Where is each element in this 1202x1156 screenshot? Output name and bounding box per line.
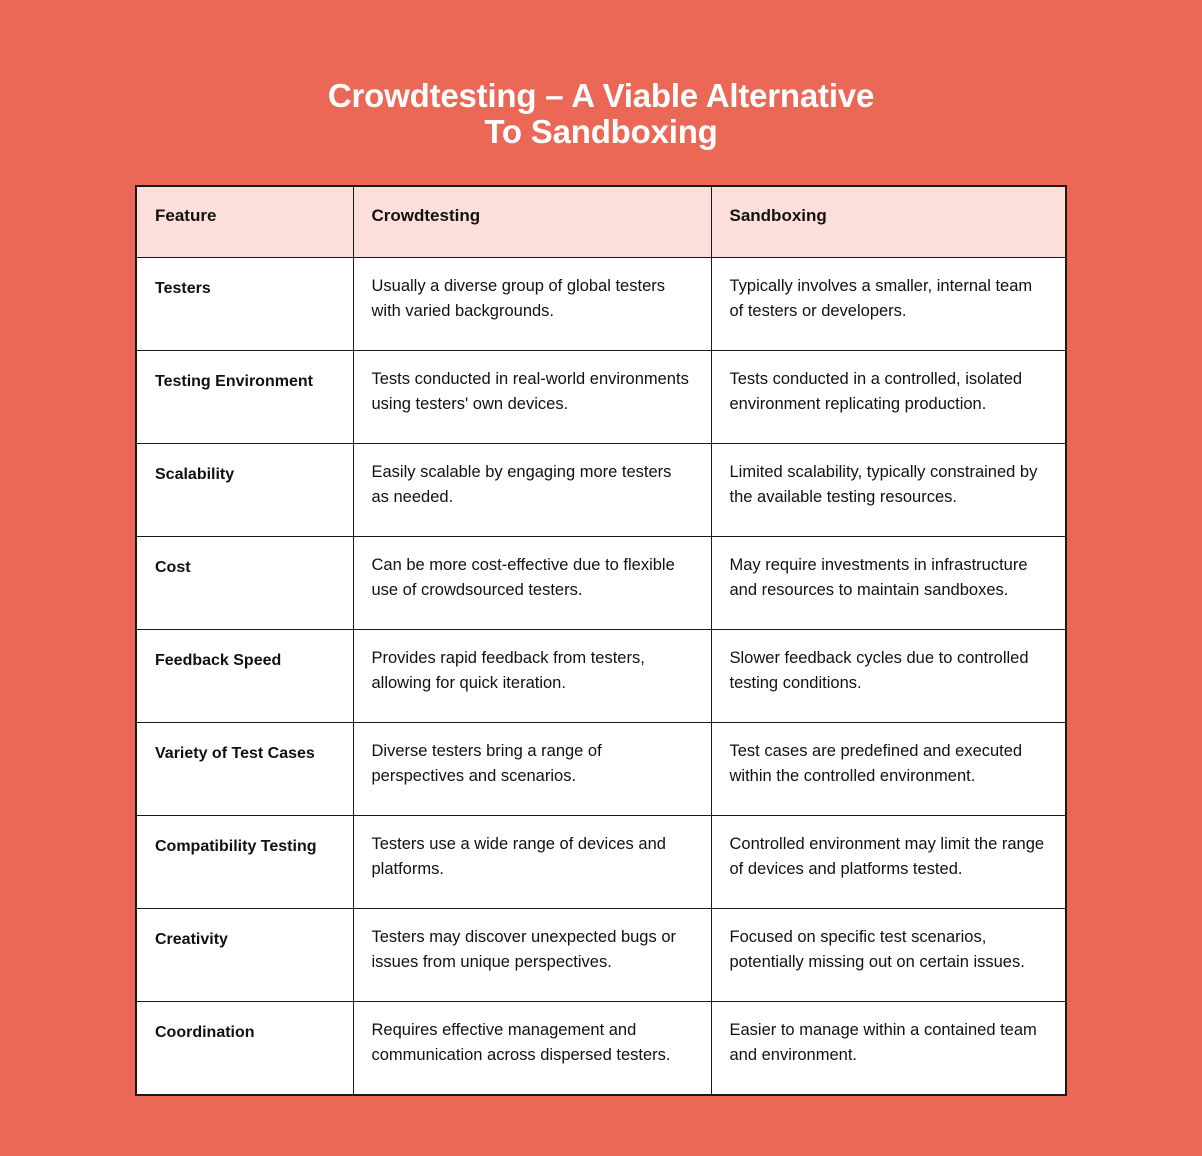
table-row: Compatibility Testing Testers use a wide… bbox=[135, 815, 1067, 909]
cell-crowdtesting: Usually a diverse group of global tester… bbox=[352, 257, 712, 351]
cell-feature: Feedback Speed bbox=[135, 629, 354, 723]
table-row: Creativity Testers may discover unexpect… bbox=[135, 908, 1067, 1002]
cell-sandboxing: Slower feedback cycles due to controlled… bbox=[710, 629, 1067, 723]
comparison-table: Feature Crowdtesting Sandboxing Testers … bbox=[135, 185, 1067, 1096]
table-row: Scalability Easily scalable by engaging … bbox=[135, 443, 1067, 537]
table-row: Cost Can be more cost-effective due to f… bbox=[135, 536, 1067, 630]
cell-sandboxing: Tests conducted in a controlled, isolate… bbox=[710, 350, 1067, 444]
cell-feature: Variety of Test Cases bbox=[135, 722, 354, 816]
cell-crowdtesting: Easily scalable by engaging more testers… bbox=[352, 443, 712, 537]
cell-crowdtesting: Can be more cost-effective due to flexib… bbox=[352, 536, 712, 630]
page-title-line-1: Crowdtesting – A Viable Alternative bbox=[327, 77, 875, 115]
cell-feature: Testers bbox=[135, 257, 354, 351]
comparison-table-container: Feature Crowdtesting Sandboxing Testers … bbox=[135, 185, 1067, 1096]
cell-sandboxing: Test cases are predefined and executed w… bbox=[710, 722, 1067, 816]
cell-sandboxing: Typically involves a smaller, internal t… bbox=[710, 257, 1067, 351]
cell-crowdtesting: Requires effective management and commun… bbox=[352, 1001, 712, 1096]
cell-sandboxing: Limited scalability, typically constrain… bbox=[710, 443, 1067, 537]
cell-crowdtesting: Tests conducted in real-world environmen… bbox=[352, 350, 712, 444]
cell-feature: Compatibility Testing bbox=[135, 815, 354, 909]
cell-crowdtesting: Provides rapid feedback from testers, al… bbox=[352, 629, 712, 723]
cell-sandboxing: Easier to manage within a contained team… bbox=[710, 1001, 1067, 1096]
page-title: Crowdtesting – A Viable Alternative To S… bbox=[0, 78, 1202, 150]
cell-feature: Creativity bbox=[135, 908, 354, 1002]
cell-sandboxing: Controlled environment may limit the ran… bbox=[710, 815, 1067, 909]
cell-crowdtesting: Testers may discover unexpected bugs or … bbox=[352, 908, 712, 1002]
column-header-crowdtesting: Crowdtesting bbox=[352, 185, 712, 258]
cell-feature: Coordination bbox=[135, 1001, 354, 1096]
cell-feature: Cost bbox=[135, 536, 354, 630]
cell-feature: Testing Environment bbox=[135, 350, 354, 444]
table-row: Testing Environment Tests conducted in r… bbox=[135, 350, 1067, 444]
table-header: Feature Crowdtesting Sandboxing bbox=[135, 185, 1067, 258]
column-header-feature: Feature bbox=[135, 185, 354, 258]
cell-crowdtesting: Diverse testers bring a range of perspec… bbox=[352, 722, 712, 816]
cell-feature: Scalability bbox=[135, 443, 354, 537]
table-body: Testers Usually a diverse group of globa… bbox=[135, 257, 1067, 1096]
table-row: Feedback Speed Provides rapid feedback f… bbox=[135, 629, 1067, 723]
cell-sandboxing: May require investments in infrastructur… bbox=[710, 536, 1067, 630]
table-row: Coordination Requires effective manageme… bbox=[135, 1001, 1067, 1096]
table-row: Testers Usually a diverse group of globa… bbox=[135, 257, 1067, 351]
cell-crowdtesting: Testers use a wide range of devices and … bbox=[352, 815, 712, 909]
cell-sandboxing: Focused on specific test scenarios, pote… bbox=[710, 908, 1067, 1002]
table-row: Variety of Test Cases Diverse testers br… bbox=[135, 722, 1067, 816]
table-header-row: Feature Crowdtesting Sandboxing bbox=[135, 185, 1067, 258]
column-header-sandboxing: Sandboxing bbox=[710, 185, 1067, 258]
page-title-line-2: To Sandboxing bbox=[484, 113, 718, 151]
